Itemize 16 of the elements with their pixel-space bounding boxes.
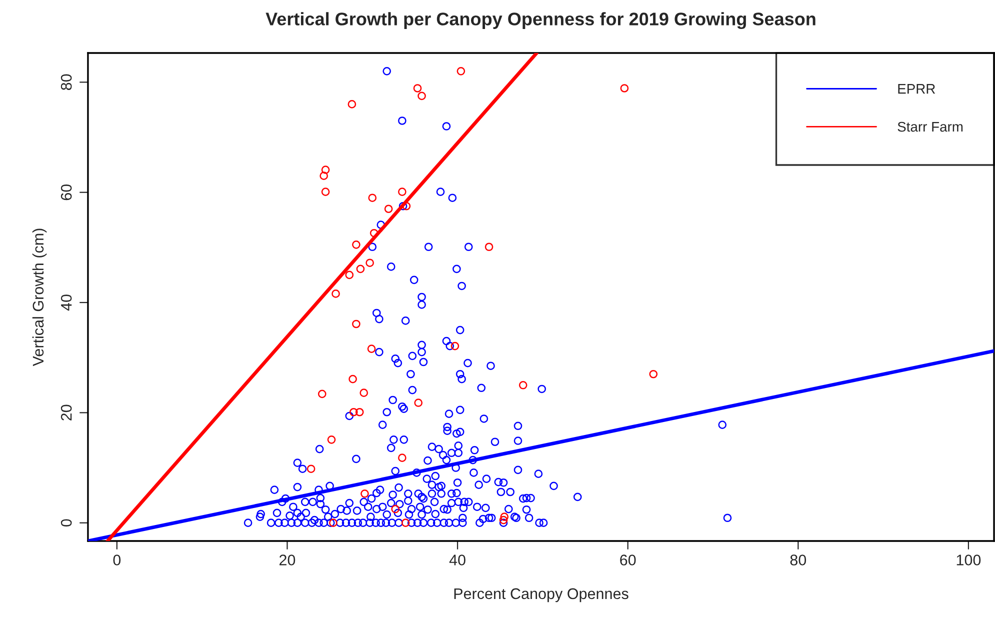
x-tick-label: 80 bbox=[790, 554, 806, 566]
y-tick-label: 80 bbox=[60, 74, 72, 90]
y-axis-title: Vertical Growth (cm) bbox=[32, 228, 47, 366]
x-tick-label: 20 bbox=[279, 554, 296, 566]
x-tick-label: 60 bbox=[620, 554, 636, 566]
legend-label: EPRR bbox=[898, 84, 936, 94]
y-tick-label: 40 bbox=[60, 294, 72, 311]
x-axis-title: Percent Canopy Opennes bbox=[454, 588, 628, 602]
y-tick-label: 60 bbox=[60, 184, 72, 200]
y-tick-label: 0 bbox=[60, 519, 72, 526]
x-tick-label: 100 bbox=[956, 554, 981, 566]
legend-label: Starr Farm bbox=[898, 122, 963, 132]
chart-title: Vertical Growth per Canopy Openness for 2019 Growing Season bbox=[266, 12, 816, 30]
x-tick-label: 0 bbox=[113, 554, 121, 566]
y-tick-label: 20 bbox=[60, 404, 72, 420]
x-tick-label: 40 bbox=[449, 554, 466, 566]
